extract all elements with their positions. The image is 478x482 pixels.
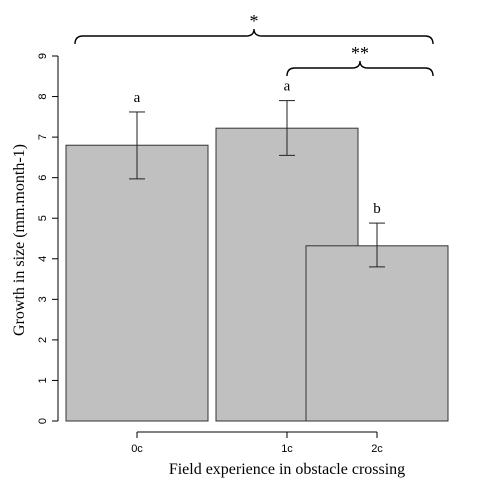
x-axis: 0c 1c 2c [131, 431, 383, 455]
y-tick-label-0: 0 [37, 418, 49, 424]
y-tick-label-9: 9 [37, 53, 49, 59]
x-tick-label-1c: 1c [281, 443, 293, 455]
group-letters-layer: a a b [134, 79, 381, 217]
significance-bracket-1c-2c: ** [286, 43, 434, 77]
significance-label: ** [351, 43, 369, 63]
significance-brackets-layer: *** [74, 11, 434, 77]
error-bar-2c [369, 222, 385, 268]
y-axis: 0 1 2 3 4 5 6 7 8 9 [37, 53, 59, 424]
bracket-path [286, 60, 434, 77]
group-letter-0c: a [134, 90, 141, 106]
y-tick-label-8: 8 [37, 93, 49, 99]
y-tick-label-7: 7 [37, 134, 49, 140]
y-tick-label-2: 2 [37, 337, 49, 343]
group-letter-2c: b [373, 201, 381, 217]
y-tick-label-5: 5 [37, 215, 49, 221]
y-tick-label-3: 3 [37, 296, 49, 302]
y-tick-label-6: 6 [37, 175, 49, 181]
x-tick-label-2c: 2c [371, 443, 383, 455]
y-axis-title: Growth in size (mm.month-1) [11, 144, 28, 336]
y-tick-label-4: 4 [37, 256, 49, 262]
x-axis-title: Field experience in obstacle crossing [169, 461, 405, 478]
x-tick-label-0c: 0c [131, 443, 143, 455]
bars-layer [65, 127, 449, 422]
bar-2c [305, 245, 449, 422]
bar-0c [65, 144, 209, 422]
y-tick-label-1: 1 [37, 377, 49, 383]
significance-label: * [250, 11, 259, 31]
error-bars-layer [129, 100, 385, 268]
error-bar-1c [279, 100, 295, 156]
group-letter-1c: a [284, 79, 291, 95]
error-bar-0c [129, 111, 145, 180]
significance-bracket-0c-2c: * [74, 11, 434, 45]
bracket-path [74, 28, 434, 45]
